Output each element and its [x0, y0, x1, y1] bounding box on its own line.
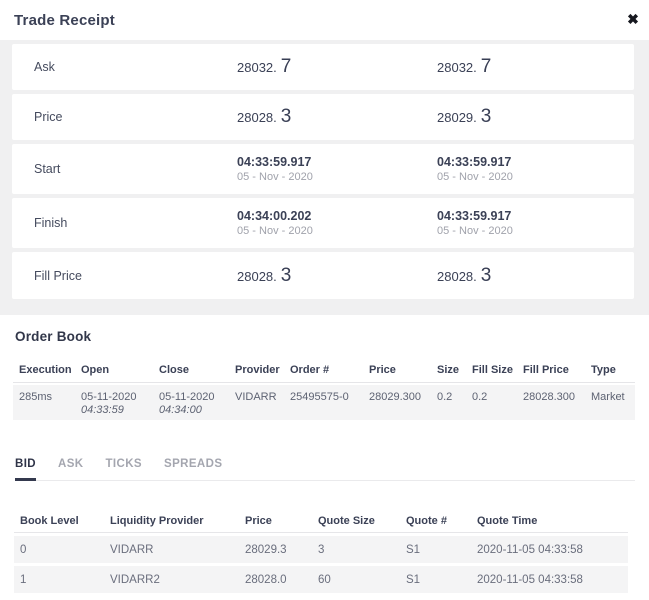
- row-label: Price: [34, 110, 63, 124]
- row-label: Start: [34, 162, 61, 176]
- fill-price-value-right: 28028. 3: [437, 264, 492, 286]
- receipt-section: Ask 28032. 7 28032. 7 Price 28028. 3 28029.…: [0, 40, 649, 315]
- row-label: Finish: [34, 216, 68, 230]
- close-icon[interactable]: ✖: [627, 11, 639, 27]
- tab-bid[interactable]: BID: [15, 458, 37, 481]
- ask-value-right: 28032. 7: [437, 56, 492, 77]
- quote-time-cell: 2020-11-05 04:33:58: [477, 543, 583, 556]
- price-cell: 28029.300: [369, 391, 421, 403]
- quote-number-cell: S1: [406, 573, 421, 586]
- column-header: Provider: [235, 364, 280, 376]
- receipt-row-finish: Finish 04:34:00.202 05 - Nov - 2020 04:3…: [12, 198, 634, 248]
- book-level-cell: 1: [20, 573, 27, 586]
- order-book-row: 285ms 05-11-2020 04:33:59 05-11-2020 04:…: [13, 385, 635, 420]
- quote-number-cell: S1: [406, 543, 421, 556]
- receipt-row-fill-price: Fill Price 28028. 3 28028. 3: [12, 252, 634, 299]
- price-value-left: 28028. 3: [237, 106, 292, 127]
- quote-time-cell: 2020-11-05 04:33:58: [477, 573, 583, 586]
- quote-size-cell: 3: [318, 543, 325, 556]
- execution-cell: 285ms: [19, 391, 53, 403]
- column-header: Quote Time: [477, 515, 538, 527]
- column-header: Price: [245, 515, 272, 527]
- column-header: Close: [159, 364, 189, 376]
- start-value-left: 04:33:59.917 05 - Nov - 2020: [237, 155, 313, 183]
- modal-header: Trade Receipt ✖: [0, 0, 649, 40]
- receipt-row-start: Start 04:33:59.917 05 - Nov - 2020 04:33…: [12, 144, 634, 194]
- quote-tabs: BID ASK TICKS SPREADS: [15, 458, 635, 481]
- tab-ticks[interactable]: TICKS: [105, 458, 142, 470]
- column-header: Fill Size: [472, 364, 513, 376]
- price-cell: 28028.0: [245, 573, 287, 586]
- liquidity-provider-cell: VIDARR2: [110, 573, 160, 586]
- fill-price-value-left: 28028. 3: [237, 264, 292, 286]
- column-header: Type: [591, 364, 616, 376]
- quote-row: 0 VIDARR 28029.3 3 S1 2020-11-05 04:33:5…: [14, 536, 628, 563]
- provider-cell: VIDARR: [235, 391, 277, 403]
- start-value-right: 04:33:59.917 05 - Nov - 2020: [437, 155, 513, 183]
- column-header: Fill Price: [523, 364, 569, 376]
- order-book-heading: Order Book: [15, 329, 92, 344]
- column-header: Liquidity Provider: [110, 515, 204, 527]
- receipt-row-price: Price 28028. 3 28029. 3: [12, 94, 634, 140]
- quotes-header-row: Book Level Liquidity Provider Price Quot…: [14, 481, 628, 533]
- quote-row: 1 VIDARR2 28028.0 60 S1 2020-11-05 04:33…: [14, 566, 628, 593]
- column-header: Order #: [290, 364, 330, 376]
- tab-ask[interactable]: ASK: [58, 458, 84, 470]
- price-cell: 28029.3: [245, 543, 287, 556]
- fill-price-cell: 28028.300: [523, 391, 575, 403]
- finish-value-right: 04:33:59.917 05 - Nov - 2020: [437, 209, 513, 237]
- close-cell: 05-11-2020 04:34:00: [159, 391, 215, 416]
- modal-title: Trade Receipt: [14, 11, 115, 29]
- price-value-right: 28029. 3: [437, 106, 492, 127]
- type-cell: Market: [591, 391, 625, 403]
- size-cell: 0.2: [437, 391, 453, 403]
- order-number-cell: 25495575-0: [290, 391, 349, 403]
- quote-size-cell: 60: [318, 573, 331, 586]
- receipt-row-ask: Ask 28032. 7 28032. 7: [12, 44, 634, 90]
- row-label: Ask: [34, 60, 55, 74]
- column-header: Quote Size: [318, 515, 375, 527]
- order-book-table: Execution Open Close Provider Order # Pr…: [13, 344, 635, 420]
- finish-value-left: 04:34:00.202 05 - Nov - 2020: [237, 209, 313, 237]
- book-level-cell: 0: [20, 543, 27, 556]
- column-header: Execution: [19, 364, 72, 376]
- tab-spreads[interactable]: SPREADS: [164, 458, 223, 470]
- order-book-header-row: Execution Open Close Provider Order # Pr…: [13, 344, 635, 383]
- column-header: Price: [369, 364, 396, 376]
- column-header: Book Level: [20, 515, 79, 527]
- open-cell: 05-11-2020 04:33:59: [81, 391, 137, 416]
- column-header: Size: [437, 364, 460, 376]
- row-label: Fill Price: [34, 268, 82, 283]
- column-header: Open: [81, 364, 110, 376]
- ask-value-left: 28032. 7: [237, 56, 292, 77]
- liquidity-provider-cell: VIDARR: [110, 543, 154, 556]
- fill-size-cell: 0.2: [472, 391, 488, 403]
- quotes-table: Book Level Liquidity Provider Price Quot…: [14, 481, 628, 593]
- column-header: Quote #: [406, 515, 447, 527]
